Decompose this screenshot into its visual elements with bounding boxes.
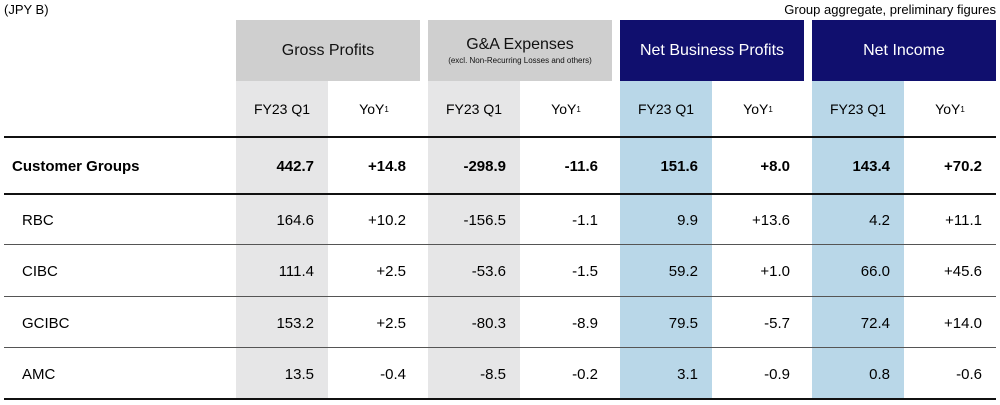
ga-expenses-yoy: -1.1 xyxy=(572,211,598,229)
net-income-value: 143.4 xyxy=(852,157,890,175)
net-business-profits-yoy: -5.7 xyxy=(764,314,790,332)
net-business-profits-yoy: +13.6 xyxy=(752,211,790,229)
gross-profits-yoy: +14.8 xyxy=(368,157,406,175)
row-label-rbc: RBC xyxy=(22,211,54,229)
subheader-yoy: YoY 1 xyxy=(359,101,389,117)
gross-profits-value: 442.7 xyxy=(276,157,314,175)
net-business-profits-yoy: -0.9 xyxy=(764,365,790,383)
subheader-period: FY23 Q1 xyxy=(253,101,311,117)
subheader-yoy: YoY 1 xyxy=(551,101,581,117)
ga-expenses-yoy: -8.9 xyxy=(572,314,598,332)
gross-profits-value: 111.4 xyxy=(278,262,314,280)
ga-expenses-period-shade xyxy=(428,81,520,400)
row-label-amc: AMC xyxy=(22,365,56,383)
gross-profits-yoy: +2.5 xyxy=(376,262,406,280)
gross-profits-value: 13.5 xyxy=(284,365,314,383)
ga-expenses-yoy: -0.2 xyxy=(572,365,598,383)
net-business-profits-value: 3.1 xyxy=(677,365,698,383)
gross-profits-period-shade xyxy=(236,81,328,400)
table-rule xyxy=(4,347,996,348)
ga-expenses-value: -156.5 xyxy=(463,211,506,229)
footnote-marker: 1 xyxy=(576,104,581,114)
ga-expenses-yoy: -1.5 xyxy=(572,262,598,280)
gross-profits-yoy: -0.4 xyxy=(380,365,406,383)
ga-expenses-value: -80.3 xyxy=(471,314,506,332)
net-business-profits-value: 151.6 xyxy=(660,157,698,175)
net-income-value: 72.4 xyxy=(860,314,890,332)
ga-expenses-value: -298.9 xyxy=(463,157,506,175)
net-business-profits-period-shade xyxy=(620,81,712,400)
footnote-marker: 1 xyxy=(768,104,773,114)
net-income-yoy: -0.6 xyxy=(956,365,982,383)
footnote-marker: 1 xyxy=(960,104,965,114)
net-income-period-shade xyxy=(812,81,904,400)
header-title: Net Income xyxy=(863,41,945,59)
net-business-profits-value: 59.2 xyxy=(668,262,698,280)
header-net-business-profits: Net Business Profits xyxy=(620,20,804,81)
net-business-profits-value: 9.9 xyxy=(677,211,698,229)
table-rule xyxy=(4,136,996,138)
header-title: Net Business Profits xyxy=(639,41,785,59)
table-rule xyxy=(4,244,996,245)
gross-profits-yoy: +10.2 xyxy=(368,211,406,229)
subheader-period: FY23 Q1 xyxy=(829,101,887,117)
subheader-period: FY23 Q1 xyxy=(637,101,695,117)
row-label-cibc: CIBC xyxy=(22,262,58,280)
ga-expenses-value: -53.6 xyxy=(471,262,506,280)
net-income-yoy: +14.0 xyxy=(944,314,982,332)
footnote-marker: 1 xyxy=(384,104,389,114)
table-rule xyxy=(4,296,996,297)
header-title: G&A Expenses xyxy=(466,36,574,53)
net-income-yoy: +45.6 xyxy=(944,262,982,280)
ga-expenses-yoy: -11.6 xyxy=(564,157,598,175)
preliminary-note: Group aggregate, preliminary figures xyxy=(784,2,996,17)
table-rule xyxy=(4,398,996,400)
gross-profits-yoy: +2.5 xyxy=(376,314,406,332)
gross-profits-value: 153.2 xyxy=(276,314,314,332)
net-business-profits-yoy: +8.0 xyxy=(760,157,790,175)
net-income-value: 4.2 xyxy=(869,211,890,229)
table-rule xyxy=(4,193,996,195)
unit-label: (JPY B) xyxy=(4,2,49,17)
subheader-period: FY23 Q1 xyxy=(445,101,503,117)
header-net-income: Net Income xyxy=(812,20,996,81)
ga-expenses-value: -8.5 xyxy=(480,365,506,383)
net-income-value: 66.0 xyxy=(860,262,890,280)
header-ga-expenses: G&A Expenses (excl. Non-Recurring Losses… xyxy=(428,20,612,81)
header-title: Gross Profits xyxy=(281,41,375,59)
net-business-profits-yoy: +1.0 xyxy=(760,262,790,280)
subheader-yoy: YoY 1 xyxy=(743,101,773,117)
gross-profits-value: 164.6 xyxy=(276,211,314,229)
header-subtitle: (excl. Non-Recurring Losses and others) xyxy=(448,56,592,65)
net-income-yoy: +70.2 xyxy=(944,157,982,175)
net-business-profits-value: 79.5 xyxy=(668,314,698,332)
row-label-customer-groups: Customer Groups xyxy=(12,157,140,175)
header-gross-profits: Gross Profits xyxy=(236,20,420,81)
net-income-value: 0.8 xyxy=(869,365,890,383)
subheader-yoy: YoY 1 xyxy=(935,101,965,117)
row-label-gcibc: GCIBC xyxy=(22,314,70,332)
net-income-yoy: +11.1 xyxy=(945,211,982,229)
